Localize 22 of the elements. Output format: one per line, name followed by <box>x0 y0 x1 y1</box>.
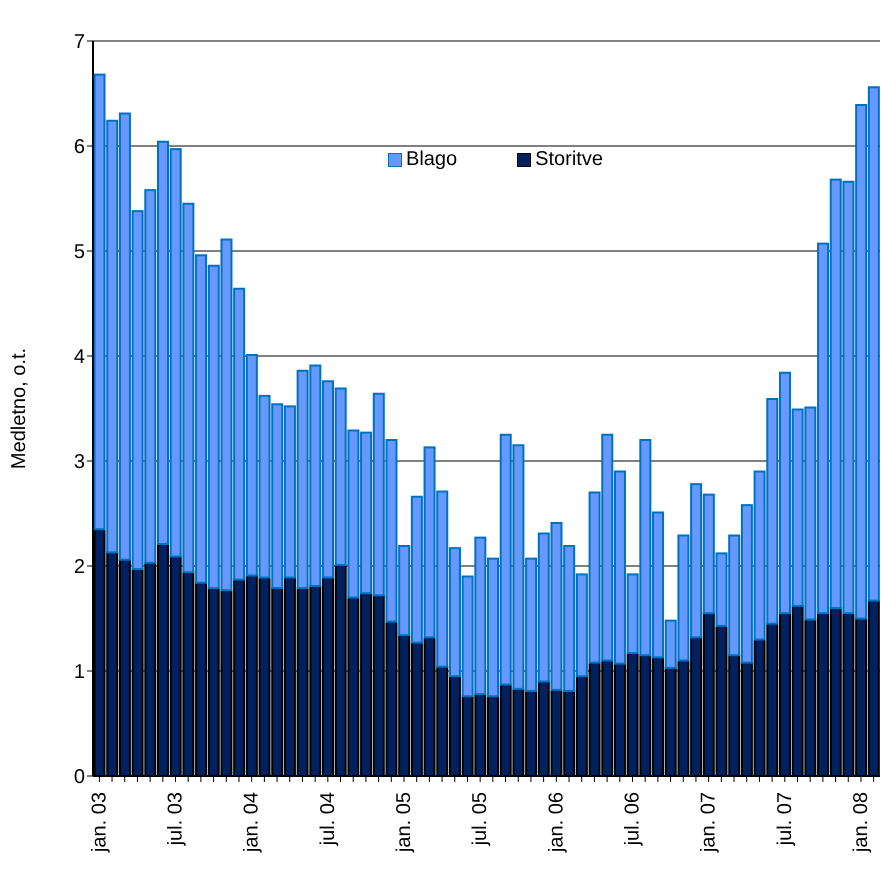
y-tick-label: 1 <box>74 661 85 684</box>
x-tick-label: jan. 04 <box>240 792 263 854</box>
x-tick-label: jul. 05 <box>469 792 492 846</box>
x-tick-label: jul. 04 <box>316 792 339 846</box>
x-tick-label: jan. 08 <box>850 792 872 854</box>
y-axis-title: Medletno, o.t. <box>8 348 30 470</box>
y-tick-label: 2 <box>74 556 85 578</box>
y-tick-label: 3 <box>74 451 85 474</box>
x-tick-label: jan. 07 <box>698 792 720 854</box>
y-tick-label: 6 <box>74 136 85 158</box>
legend-label: Blago <box>406 148 458 171</box>
y-tick-label: 7 <box>74 31 85 54</box>
x-tick-label: jan. 06 <box>545 792 568 854</box>
x-tick-label: jan. 03 <box>88 792 110 854</box>
y-tick-label: 0 <box>74 766 85 788</box>
y-tick-label: 4 <box>74 346 85 368</box>
x-tick-label: jul. 06 <box>621 792 644 846</box>
x-tick-label: jul. 03 <box>164 792 187 846</box>
x-tick-label: jan. 05 <box>392 792 415 854</box>
y-tick-label: 5 <box>74 241 85 264</box>
legend-label: Storitve <box>535 148 603 171</box>
x-tick-label: jul. 07 <box>774 792 796 846</box>
